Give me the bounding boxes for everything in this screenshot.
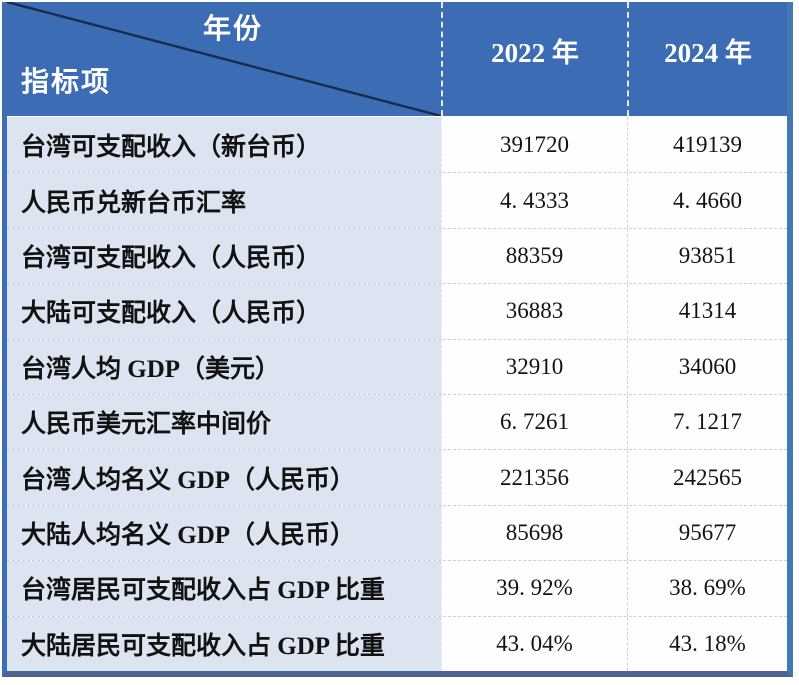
value-cell-2022: 85698 (441, 505, 627, 561)
table-row: 大陆可支配收入（人民币） 36883 41314 (7, 283, 787, 339)
value-cell-2022: 6. 7261 (441, 394, 627, 450)
column-header-2024: 2024 年 (627, 2, 787, 116)
value-cell-2024: 7. 1217 (627, 394, 787, 450)
value-cell-2024: 95677 (627, 505, 787, 561)
table-row: 台湾可支配收入（人民币） 88359 93851 (7, 227, 787, 284)
table-header-row: 年份 指标项 2022 年 2024 年 (7, 2, 787, 117)
corner-indicator-label: 指标项 (21, 67, 112, 98)
indicator-label-cell: 大陆人均名义 GDP（人民币） (7, 505, 441, 561)
indicator-label-cell: 台湾可支配收入（人民币） (7, 228, 441, 284)
value-cell-2022: 4. 4333 (441, 173, 627, 228)
indicator-label-cell: 人民币兑新台币汇率 (7, 173, 441, 228)
value-cell-2022: 39. 92% (441, 561, 627, 616)
column-header-2022: 2022 年 (441, 2, 627, 116)
table-row: 台湾可支配收入（新台币） 391720 419139 (7, 117, 787, 173)
value-cell-2024: 41314 (627, 284, 787, 339)
value-cell-2022: 391720 (441, 117, 627, 173)
indicator-label-cell: 大陆可支配收入（人民币） (7, 284, 441, 339)
value-cell-2024: 38. 69% (627, 561, 787, 616)
table-row: 人民币兑新台币汇率 4. 4333 4. 4660 (7, 172, 787, 228)
value-cell-2024: 419139 (627, 117, 787, 173)
diagonal-divider-line (7, 2, 441, 116)
corner-year-label: 年份 (203, 14, 264, 45)
corner-header-cell: 年份 指标项 (7, 2, 441, 116)
value-cell-2022: 36883 (441, 284, 627, 339)
value-cell-2024: 43. 18% (627, 616, 787, 671)
table-row: 人民币美元汇率中间价 6. 7261 7. 1217 (7, 393, 787, 450)
value-cell-2024: 4. 4660 (627, 173, 787, 228)
table-row: 大陆人均名义 GDP（人民币） 85698 95677 (7, 504, 787, 561)
value-cell-2022: 32910 (441, 339, 627, 394)
value-cell-2022: 43. 04% (441, 616, 627, 671)
data-table: 年份 指标项 2022 年 2024 年 台湾可支配收入（新台币） 391720… (2, 2, 793, 677)
table-row: 台湾人均名义 GDP（人民币） 221356 242565 (7, 449, 787, 505)
value-cell-2024: 34060 (627, 339, 787, 394)
value-cell-2024: 242565 (627, 450, 787, 505)
table-body: 台湾可支配收入（新台币） 391720 419139 人民币兑新台币汇率 4. … (7, 117, 787, 671)
value-cell-2024: 93851 (627, 228, 787, 284)
indicator-label-cell: 人民币美元汇率中间价 (7, 394, 441, 450)
indicator-label-cell: 台湾人均名义 GDP（人民币） (7, 450, 441, 505)
indicator-label-cell: 台湾人均 GDP（美元） (7, 339, 441, 394)
table-row: 大陆居民可支配收入占 GDP 比重 43. 04% 43. 18% (7, 615, 787, 671)
indicator-label-cell: 大陆居民可支配收入占 GDP 比重 (7, 616, 441, 671)
value-cell-2022: 221356 (441, 450, 627, 505)
indicator-label-cell: 台湾居民可支配收入占 GDP 比重 (7, 561, 441, 616)
value-cell-2022: 88359 (441, 228, 627, 284)
indicator-label-cell: 台湾可支配收入（新台币） (7, 117, 441, 173)
table-row: 台湾居民可支配收入占 GDP 比重 39. 92% 38. 69% (7, 560, 787, 616)
table-row: 台湾人均 GDP（美元） 32910 34060 (7, 338, 787, 394)
